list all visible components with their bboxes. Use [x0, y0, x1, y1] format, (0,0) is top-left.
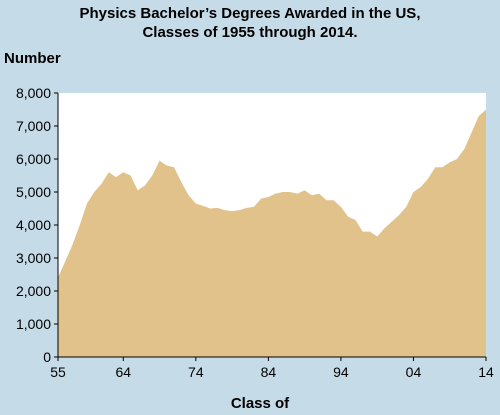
chart-subtitle: Classes of 1955 through 2014.	[142, 24, 357, 41]
y-tick-label: 8,000	[16, 85, 51, 101]
y-tick-label: 4,000	[16, 217, 51, 233]
x-tick-label: 94	[333, 364, 349, 380]
y-axis-label: Number	[4, 50, 61, 67]
x-tick-label: 14	[478, 364, 494, 380]
y-tick-label: 2,000	[16, 283, 51, 299]
y-tick-label: 7,000	[16, 118, 51, 134]
y-tick-label: 1,000	[16, 316, 51, 332]
x-tick-label: 64	[115, 364, 131, 380]
y-tick-label: 0	[43, 349, 51, 365]
x-tick-label: 55	[50, 364, 66, 380]
y-tick-label: 5,000	[16, 184, 51, 200]
x-tick-label: 74	[188, 364, 204, 380]
area	[58, 109, 486, 357]
x-axis-label: Class of	[231, 395, 290, 412]
x-tick-label: 04	[406, 364, 422, 380]
y-tick-label: 3,000	[16, 250, 51, 266]
x-tick-label: 84	[261, 364, 277, 380]
y-tick-label: 6,000	[16, 151, 51, 167]
chart-title: Physics Bachelor’s Degrees Awarded in th…	[80, 5, 421, 22]
